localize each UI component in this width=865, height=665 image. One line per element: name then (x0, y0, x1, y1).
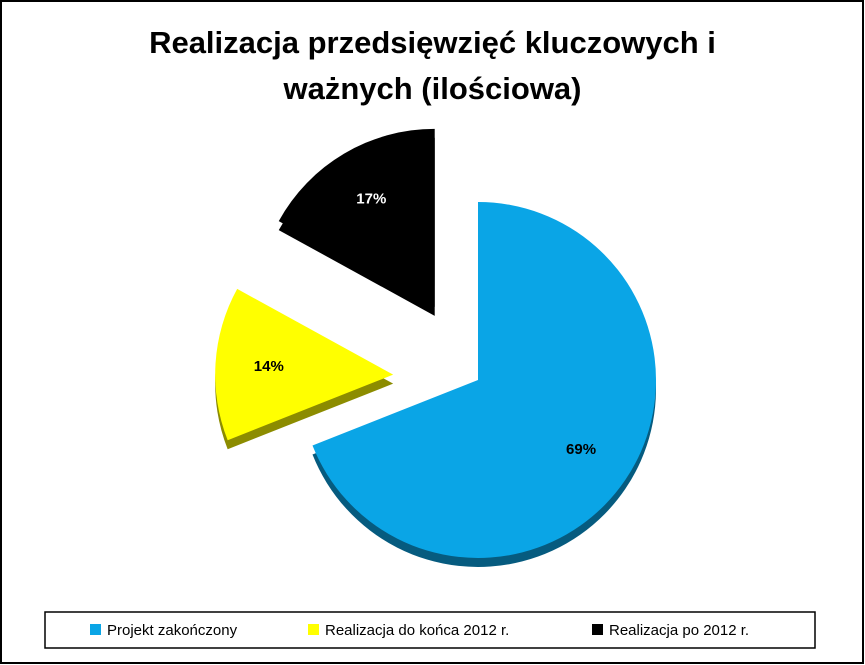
pie-slice (278, 128, 435, 307)
legend-label: Realizacja po 2012 r. (609, 622, 749, 639)
data-label: 17% (356, 191, 386, 208)
data-label: 14% (254, 358, 284, 375)
legend-label: Projekt zakończony (107, 622, 238, 639)
chart-title: Realizacja przedsięwzięć kluczowych i wa… (149, 25, 716, 106)
legend-swatch (592, 624, 603, 635)
pie-slice (312, 202, 656, 558)
data-label: 69% (566, 441, 596, 458)
pie-slice (215, 288, 394, 441)
legend-swatch (90, 624, 101, 635)
legend-label: Realizacja do końca 2012 r. (325, 622, 509, 639)
legend-box (44, 611, 816, 649)
legend-swatch (308, 624, 319, 635)
